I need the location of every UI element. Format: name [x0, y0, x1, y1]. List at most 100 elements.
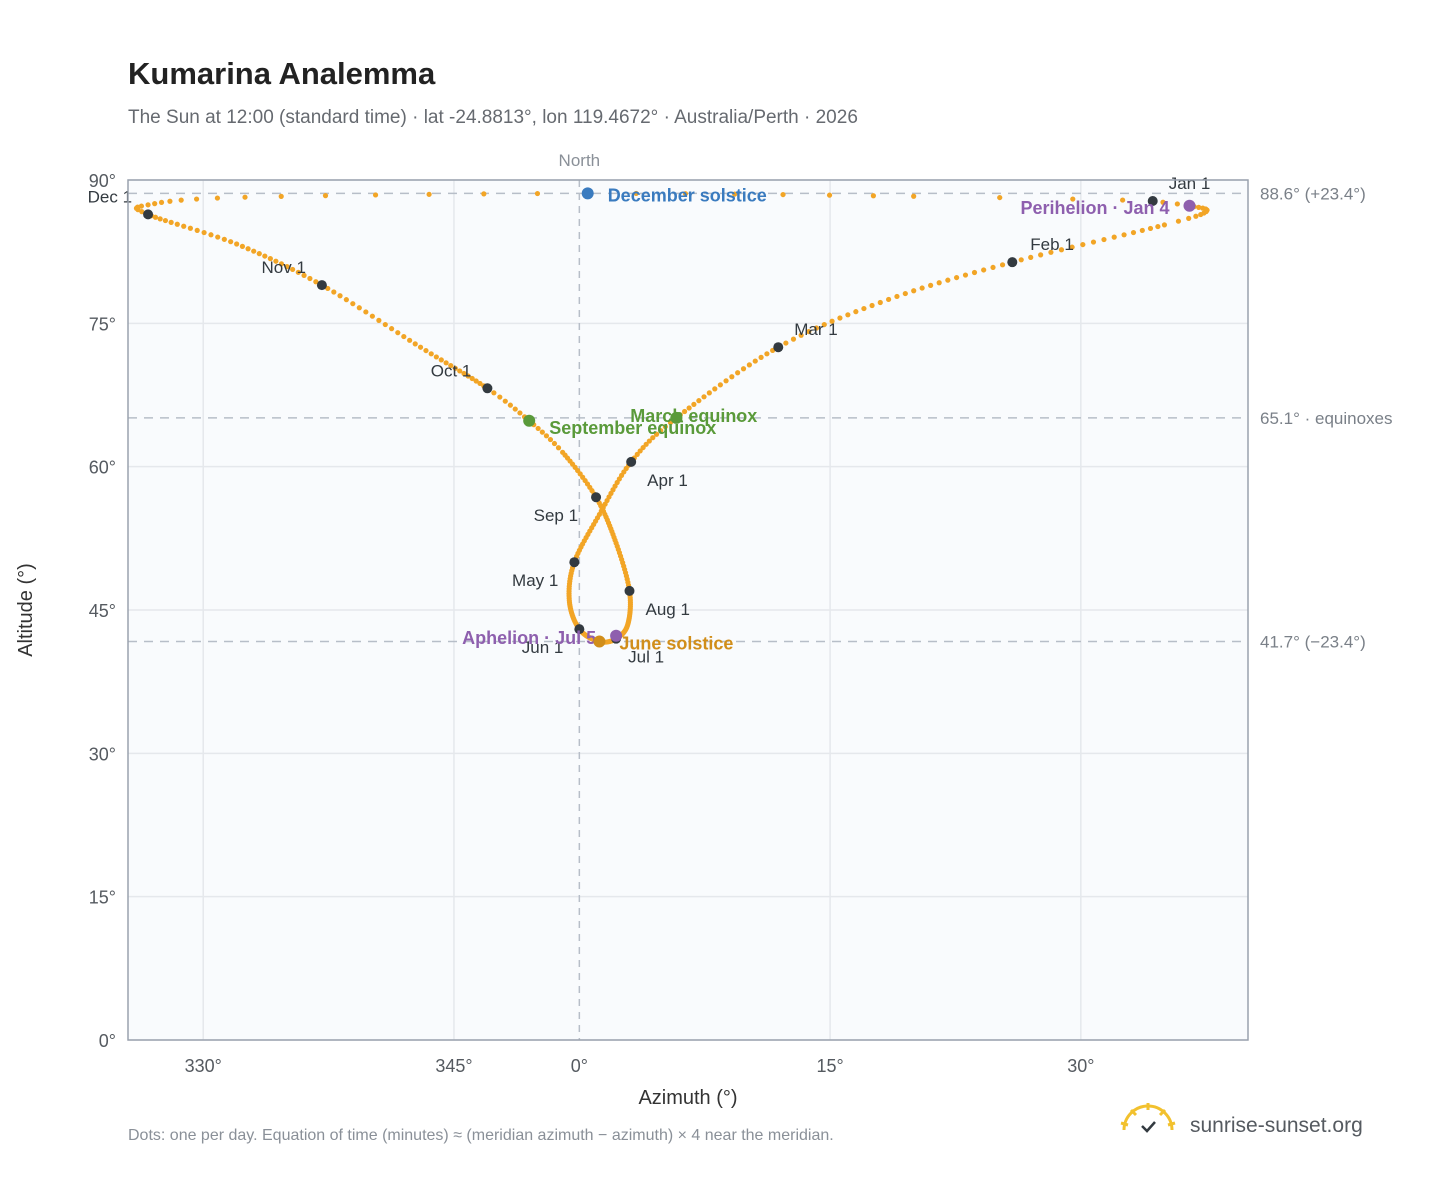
- daily-dot: [382, 321, 388, 328]
- month-marker-label: Oct 1: [431, 361, 472, 380]
- daily-dot: [242, 194, 248, 200]
- daily-dot: [438, 357, 444, 363]
- daily-dot: [262, 253, 268, 259]
- daily-dot: [1121, 232, 1127, 238]
- daily-dot: [640, 444, 646, 451]
- month-marker-label: Apr 1: [647, 471, 688, 490]
- daily-dot: [861, 305, 867, 312]
- event-marker: [670, 411, 683, 424]
- daily-dot: [1155, 223, 1161, 230]
- daily-dot: [1139, 227, 1145, 234]
- event-marker: [610, 629, 623, 642]
- daily-dot: [1186, 215, 1192, 221]
- y-tick-label: 15°: [89, 888, 116, 908]
- daily-dot: [746, 362, 752, 368]
- daily-dot: [426, 191, 432, 197]
- daily-dot: [273, 258, 279, 264]
- meridian-label: North: [559, 151, 601, 170]
- daily-dot: [790, 336, 797, 342]
- daily-dot: [1111, 234, 1117, 240]
- daily-dot: [650, 435, 656, 441]
- daily-dot: [174, 221, 180, 227]
- daily-dot: [443, 360, 449, 366]
- daily-dot: [1161, 222, 1168, 228]
- daily-dot: [497, 394, 503, 400]
- daily-dot: [706, 390, 712, 396]
- y-tick-label: 30°: [89, 744, 116, 764]
- month-marker: [626, 456, 637, 467]
- daily-dot: [162, 217, 169, 224]
- daily-dot: [643, 441, 649, 447]
- daily-dot: [662, 424, 668, 430]
- daily-dot: [919, 285, 925, 291]
- month-marker-label: Dec 1: [88, 187, 132, 206]
- daily-dot: [1048, 249, 1054, 255]
- daily-dot: [551, 440, 558, 447]
- daily-dot: [356, 305, 362, 311]
- daily-dot: [853, 309, 859, 315]
- month-marker-label: Jun 1: [522, 638, 564, 657]
- month-marker: [591, 492, 602, 503]
- daily-dot: [138, 203, 145, 209]
- daily-dot: [806, 328, 812, 335]
- daily-dot: [461, 370, 467, 377]
- daily-dot: [452, 365, 458, 371]
- daily-dot: [448, 362, 454, 369]
- daily-dot: [157, 216, 163, 222]
- daily-dot: [1193, 213, 1199, 219]
- daily-dot: [473, 378, 479, 384]
- daily-dot: [682, 191, 689, 197]
- event-marker: [581, 187, 594, 200]
- daily-dot: [423, 347, 429, 354]
- daily-dot: [193, 196, 200, 202]
- brand-logo-icon: [1120, 1103, 1176, 1133]
- daily-dot: [999, 262, 1006, 268]
- daily-dot: [953, 274, 960, 281]
- daily-dot: [139, 209, 145, 215]
- reference-lines: 88.6° (+23.4°) 65.1° · equinoxes 41.7° (−2…: [128, 184, 1393, 652]
- daily-dot: [911, 193, 917, 199]
- daily-dot: [152, 214, 159, 220]
- daily-dot: [168, 219, 174, 225]
- daily-dot: [990, 264, 996, 271]
- daily-dot: [1196, 204, 1202, 210]
- x-tick-label: 345°: [435, 1056, 472, 1076]
- daily-dot: [894, 293, 900, 300]
- y-tick-label: 45°: [89, 601, 116, 621]
- daily-dot: [696, 398, 702, 404]
- daily-dot: [829, 318, 835, 324]
- event-markers: December solstice Perihelion · Jan 4 March…: [462, 185, 1196, 654]
- month-marker-label: Mar 1: [794, 320, 837, 339]
- daily-dot: [245, 246, 251, 252]
- daily-dot: [407, 337, 413, 343]
- daily-dot: [928, 282, 934, 288]
- daily-dot: [457, 368, 463, 374]
- chart-subtitle: The Sun at 12:00 (standard time) · lat -…: [128, 107, 858, 128]
- daily-dot: [208, 232, 214, 238]
- event-marker: [523, 414, 536, 427]
- daily-dot: [469, 375, 475, 382]
- daily-dot: [869, 302, 875, 309]
- footnote: Dots: one per day. Equation of time (min…: [128, 1127, 834, 1144]
- daily-dot: [178, 197, 184, 203]
- month-marker: [482, 383, 493, 394]
- daily-dot: [1090, 239, 1097, 245]
- daily-dot: [653, 431, 660, 437]
- daily-dot: [412, 341, 418, 347]
- daily-dot: [221, 236, 227, 242]
- daily-dot: [1069, 244, 1075, 250]
- x-axis-label: Azimuth (°): [638, 1087, 737, 1109]
- daily-dot: [729, 374, 735, 380]
- axis-ticks: 0° 15° 30° 45° 60° 75° 90° 330° 345° 0° 15° 30°: [89, 171, 1095, 1076]
- daily-dot: [284, 264, 290, 270]
- daily-dot: [798, 332, 804, 338]
- daily-dot: [691, 401, 697, 408]
- daily-dot: [752, 358, 758, 364]
- daily-dot: [376, 317, 382, 323]
- event-label: Perihelion · Jan 4: [1020, 198, 1169, 218]
- daily-dot: [369, 313, 375, 319]
- grid-lines: [128, 179, 1248, 1041]
- month-marker-label: Nov 1: [261, 258, 305, 277]
- daily-dot: [971, 269, 978, 276]
